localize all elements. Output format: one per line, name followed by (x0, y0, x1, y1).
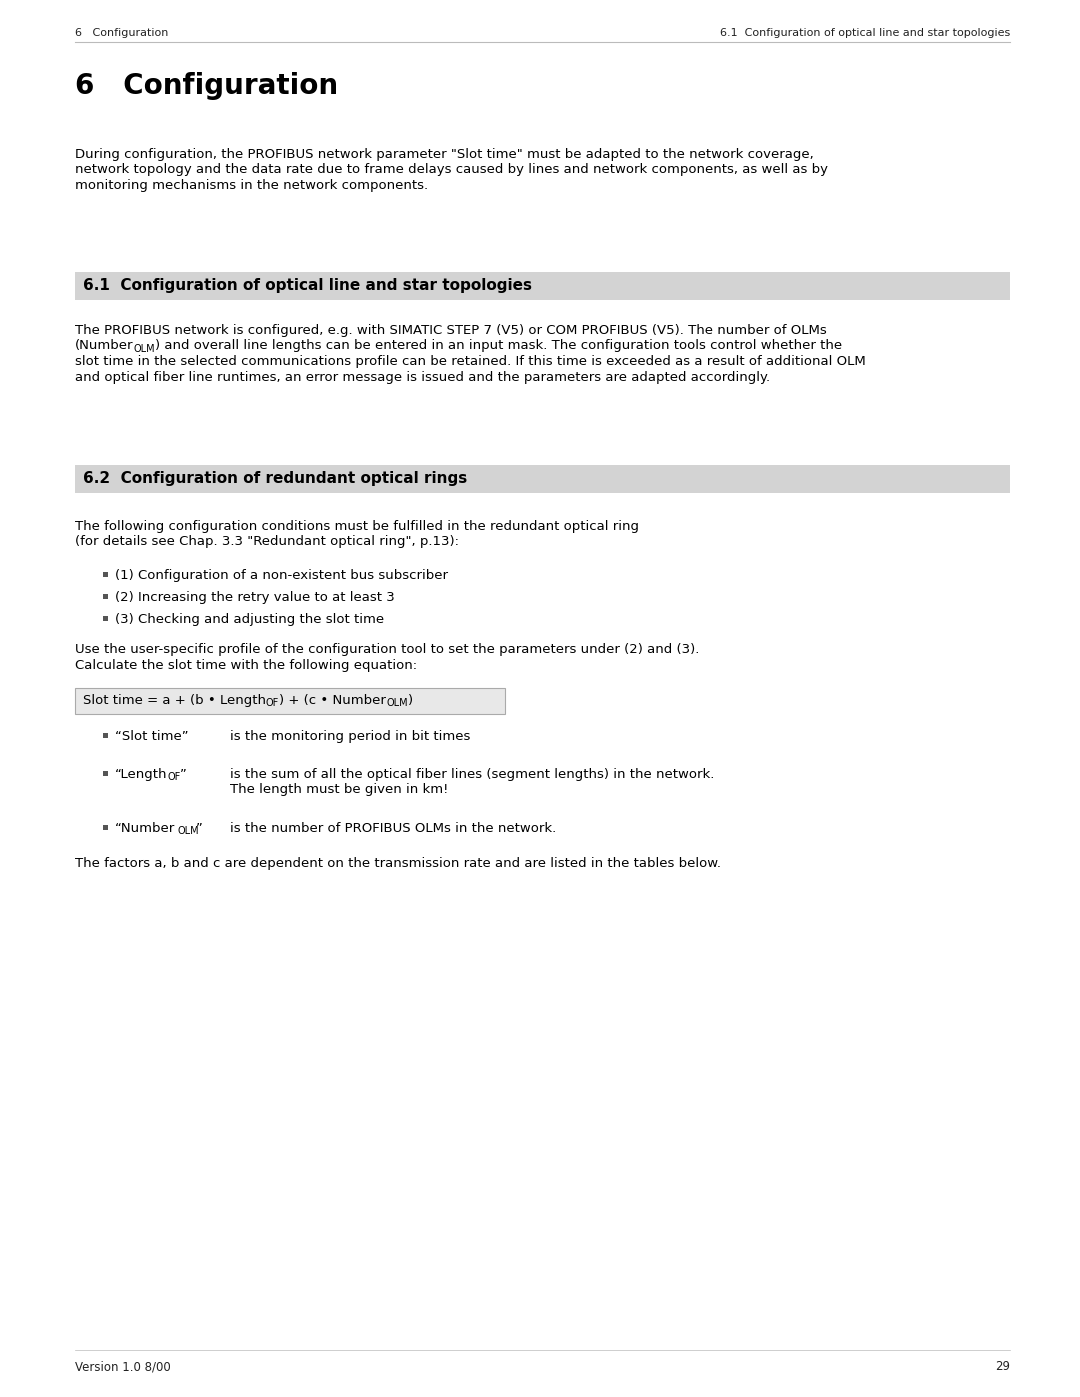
Text: slot time in the selected communications profile can be retained. If this time i: slot time in the selected communications… (75, 355, 866, 367)
Text: During configuration, the PROFIBUS network parameter "Slot time" must be adapted: During configuration, the PROFIBUS netwo… (75, 148, 813, 161)
Text: is the monitoring period in bit times: is the monitoring period in bit times (230, 731, 471, 743)
Text: Calculate the slot time with the following equation:: Calculate the slot time with the followi… (75, 658, 417, 672)
Text: OLM: OLM (134, 344, 156, 353)
Text: Use the user-specific profile of the configuration tool to set the parameters un: Use the user-specific profile of the con… (75, 643, 700, 657)
Text: The following configuration conditions must be fulfilled in the redundant optica: The following configuration conditions m… (75, 520, 639, 534)
Text: network topology and the data rate due to frame delays caused by lines and netwo: network topology and the data rate due t… (75, 163, 828, 176)
Text: (2) Increasing the retry value to at least 3: (2) Increasing the retry value to at lea… (114, 591, 395, 604)
Text: “Slot time”: “Slot time” (114, 731, 189, 743)
Text: Version 1.0 8/00: Version 1.0 8/00 (75, 1361, 171, 1373)
Text: OLM: OLM (177, 826, 199, 835)
Text: Slot time = a + (b • Length: Slot time = a + (b • Length (83, 694, 266, 707)
Text: is the sum of all the optical fiber lines (segment lengths) in the network.: is the sum of all the optical fiber line… (230, 768, 714, 781)
Text: “Length: “Length (114, 768, 167, 781)
Text: “Number: “Number (114, 821, 175, 834)
Text: ) + (c • Number: ) + (c • Number (280, 694, 387, 707)
Bar (103, 824, 108, 830)
Text: OF: OF (167, 773, 180, 782)
Text: (1) Configuration of a non-existent bus subscriber: (1) Configuration of a non-existent bus … (114, 569, 448, 583)
Text: 6.1  Configuration of optical line and star topologies: 6.1 Configuration of optical line and st… (719, 28, 1010, 38)
Text: ): ) (408, 694, 413, 707)
FancyBboxPatch shape (75, 687, 505, 714)
Bar (75, 272, 1010, 300)
Text: ) and overall line lengths can be entered in an input mask. The configuration to: ) and overall line lengths can be entere… (156, 339, 842, 352)
Bar (103, 616, 108, 622)
Bar (75, 465, 1010, 493)
Text: OLM: OLM (387, 698, 408, 708)
Text: (for details see Chap. 3.3 "Redundant optical ring", p.13):: (for details see Chap. 3.3 "Redundant op… (75, 535, 459, 549)
Bar (103, 571, 108, 577)
Text: is the number of PROFIBUS OLMs in the network.: is the number of PROFIBUS OLMs in the ne… (230, 821, 556, 834)
Text: (3) Checking and adjusting the slot time: (3) Checking and adjusting the slot time (114, 613, 384, 626)
Text: (Number: (Number (75, 339, 134, 352)
Text: ”: ” (195, 821, 203, 834)
Text: 6   Configuration: 6 Configuration (75, 73, 338, 101)
Text: 6.2  Configuration of redundant optical rings: 6.2 Configuration of redundant optical r… (83, 471, 468, 486)
Bar (103, 771, 108, 775)
Bar (103, 594, 108, 599)
Text: The length must be given in km!: The length must be given in km! (230, 784, 448, 796)
Text: OF: OF (266, 698, 280, 708)
Text: 6   Configuration: 6 Configuration (75, 28, 168, 38)
Text: 29: 29 (995, 1361, 1010, 1373)
Text: The factors a, b and c are dependent on the transmission rate and are listed in : The factors a, b and c are dependent on … (75, 858, 721, 870)
Text: monitoring mechanisms in the network components.: monitoring mechanisms in the network com… (75, 179, 428, 191)
Text: 6.1  Configuration of optical line and star topologies: 6.1 Configuration of optical line and st… (83, 278, 532, 293)
Text: ”: ” (180, 768, 187, 781)
Bar (103, 733, 108, 738)
Text: The PROFIBUS network is configured, e.g. with SIMATIC STEP 7 (V5) or COM PROFIBU: The PROFIBUS network is configured, e.g.… (75, 324, 827, 337)
Text: and optical fiber line runtimes, an error message is issued and the parameters a: and optical fiber line runtimes, an erro… (75, 370, 770, 384)
